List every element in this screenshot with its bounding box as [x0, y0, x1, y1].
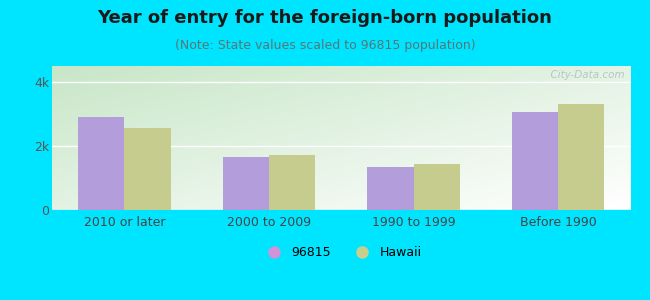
- Bar: [78, 117, 124, 210]
- Bar: [413, 164, 460, 210]
- Bar: [124, 128, 170, 210]
- Text: City-Data.com: City-Data.com: [544, 70, 625, 80]
- Text: (Note: State values scaled to 96815 population): (Note: State values scaled to 96815 popu…: [175, 39, 475, 52]
- Bar: [223, 157, 269, 210]
- Bar: [269, 155, 315, 210]
- Text: Year of entry for the foreign-born population: Year of entry for the foreign-born popul…: [98, 9, 552, 27]
- Bar: [512, 112, 558, 210]
- Bar: [558, 104, 605, 210]
- Bar: [367, 167, 413, 210]
- Legend: 96815, Hawaii: 96815, Hawaii: [256, 241, 426, 264]
